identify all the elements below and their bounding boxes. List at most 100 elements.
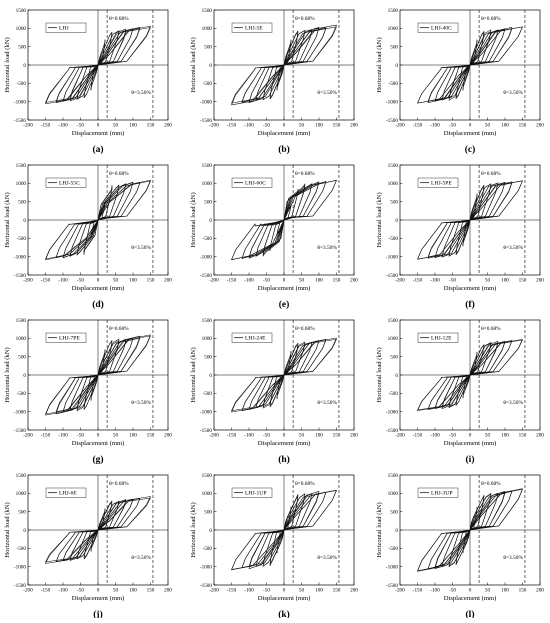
y-tick-label: -1000 — [200, 409, 213, 415]
y-tick-label: -500 — [388, 236, 398, 242]
hysteresis-loop — [90, 349, 106, 401]
legend-box — [231, 487, 273, 498]
y-tick-label: 1000 — [202, 26, 213, 32]
x-tick-label: 100 — [501, 433, 509, 439]
y-tick-label: -1500 — [386, 273, 399, 279]
x-tick-label: 50 — [113, 278, 119, 284]
x-tick-label: 200 — [350, 123, 358, 129]
hysteresis-loop — [269, 31, 299, 99]
x-tick-label: -150 — [413, 433, 423, 439]
y-tick-label: 0 — [209, 373, 212, 379]
y-tick-label: 500 — [390, 509, 398, 515]
drift-yield-annotation: θ=0.68% — [109, 171, 129, 177]
x-tick-label: 200 — [536, 588, 544, 594]
y-tick-label: 500 — [204, 44, 212, 50]
x-tick-label: 150 — [519, 123, 527, 129]
x-tick-label: -50 — [77, 588, 84, 594]
x-tick-label: -150 — [227, 588, 237, 594]
legend-label: LHJ-40C — [431, 26, 452, 32]
x-tick-label: 200 — [350, 278, 358, 284]
x-tick-label: 0 — [469, 123, 472, 129]
legend-box — [45, 22, 87, 33]
hysteresis-loop — [55, 498, 141, 562]
y-tick-label: 0 — [23, 218, 26, 224]
hysteresis-loop — [83, 501, 113, 559]
hysteresis-loop — [269, 342, 299, 408]
x-tick-label: -150 — [227, 433, 237, 439]
y-tick-label: 1500 — [388, 473, 399, 479]
chart-panel-b: -200 -150 -100 -50 0 50 100 150 200-1500-1000-50… — [190, 8, 358, 155]
drift-ultimate-annotation: θ=3.50% — [131, 90, 151, 96]
y-tick-label: -1000 — [386, 254, 399, 260]
hysteresis-loops — [417, 180, 523, 260]
y-tick-label: 1500 — [388, 318, 399, 324]
x-tick-label: 0 — [97, 278, 100, 284]
legend-label: LHJ-60C — [245, 181, 266, 187]
x-tick-label: 200 — [164, 123, 172, 129]
y-tick-label: 0 — [209, 63, 212, 69]
y-tick-label: -500 — [202, 546, 212, 552]
hysteresis-loop — [441, 182, 499, 258]
x-tick-label: -100 — [58, 433, 68, 439]
hysteresis-loop — [45, 180, 151, 260]
hysteresis-loop — [448, 29, 492, 101]
y-tick-label: 0 — [23, 63, 26, 69]
hysteresis-loop — [417, 26, 523, 104]
x-axis-label: Displacement (mm) — [258, 130, 311, 137]
legend-label: LHJ — [59, 26, 69, 32]
hysteresis-loop — [76, 185, 120, 255]
drift-ultimate-annotation: θ=3.50% — [317, 245, 337, 251]
hysteresis-loop — [462, 351, 478, 399]
y-tick-label: -500 — [388, 81, 398, 87]
y-tick-label: 0 — [209, 528, 212, 534]
hysteresis-loop — [462, 194, 478, 246]
hysteresis-loops — [45, 25, 151, 105]
drift-yield-annotation: θ=0.68% — [481, 171, 501, 177]
legend-label: LHJ-24E — [245, 336, 266, 342]
x-tick-label: -100 — [430, 588, 440, 594]
panel-label: (b) — [278, 144, 290, 155]
y-tick-label: 1000 — [388, 336, 399, 342]
hysteresis-loop — [45, 27, 151, 103]
x-axis-label: Displacement (mm) — [258, 440, 311, 447]
x-tick-label: -50 — [263, 278, 270, 284]
drift-yield-annotation: θ=0.68% — [295, 16, 315, 22]
y-tick-label: -1000 — [386, 564, 399, 570]
y-tick-label: 1500 — [202, 8, 213, 14]
x-axis-label: Displacement (mm) — [72, 130, 125, 137]
x-tick-label: 150 — [519, 433, 527, 439]
panel-label: (j) — [93, 609, 103, 618]
y-tick-label: -1500 — [200, 583, 213, 589]
drift-ultimate-annotation: θ=3.50% — [131, 555, 151, 561]
drift-ultimate-annotation: θ=3.50% — [317, 400, 337, 406]
hysteresis-loops — [417, 488, 523, 572]
y-tick-label: -1000 — [14, 99, 27, 105]
hysteresis-loop — [417, 339, 523, 411]
hysteresis-loop — [448, 342, 492, 408]
x-tick-label: 200 — [350, 433, 358, 439]
x-tick-label: -200 — [395, 278, 405, 284]
x-tick-label: 100 — [501, 278, 509, 284]
x-tick-label: 50 — [485, 588, 491, 594]
y-tick-label: 500 — [18, 354, 26, 360]
y-tick-label: 1000 — [16, 491, 27, 497]
y-tick-label: 1000 — [388, 491, 399, 497]
panel-label: (a) — [92, 144, 103, 155]
x-tick-label: -200 — [209, 433, 219, 439]
legend-box — [231, 332, 273, 343]
x-tick-label: -100 — [244, 433, 254, 439]
y-axis-label: Horizontal load (kN) — [376, 37, 383, 92]
x-tick-label: -200 — [209, 123, 219, 129]
x-tick-label: 150 — [519, 588, 527, 594]
y-tick-label: 1500 — [388, 163, 399, 169]
y-tick-label: -500 — [202, 81, 212, 87]
x-axis-label: Displacement (mm) — [72, 595, 125, 602]
x-tick-label: 0 — [97, 123, 100, 129]
x-tick-label: 200 — [164, 433, 172, 439]
hysteresis-loop — [276, 351, 292, 399]
x-tick-label: -50 — [263, 433, 270, 439]
x-tick-label: -100 — [430, 123, 440, 129]
hysteresis-loop — [427, 182, 513, 258]
x-tick-label: 50 — [113, 123, 119, 129]
hysteresis-loop — [83, 340, 113, 410]
